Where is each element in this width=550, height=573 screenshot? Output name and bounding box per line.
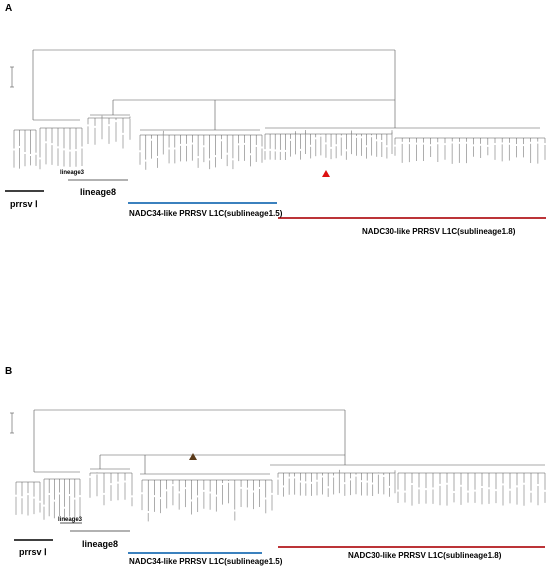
prrsv-label: prrsv Ⅰ: [10, 199, 38, 209]
nadc34-label: NADC34-like PRRSV L1C(sublineage1.5): [129, 209, 283, 218]
phylogenetic-tree-a: [5, 49, 546, 219]
nadc34-label: NADC34-like PRRSV L1C(sublineage1.5): [129, 557, 283, 566]
prrsv-label: prrsv Ⅰ: [19, 547, 47, 557]
panel-label: A: [5, 3, 13, 14]
marker-triangle: [322, 170, 330, 177]
panel-label: B: [5, 366, 13, 377]
nadc30-label: NADC30-like PRRSV L1C(sublineage1.8): [362, 227, 516, 236]
phylogenetic-tree-b: [10, 409, 546, 554]
nadc30-label: NADC30-like PRRSV L1C(sublineage1.8): [348, 551, 502, 560]
panel-b: B lineage3 prrsv Ⅰ lineage8 NADC34-like …: [0, 287, 550, 573]
lineage3-label: lineage3: [60, 170, 85, 176]
lineage8-label: lineage8: [80, 187, 117, 197]
panel-a: A lineage3 prrsv Ⅰ lineage8 NADC34-like …: [0, 0, 550, 286]
lineage3-label: lineage3: [58, 517, 83, 523]
lineage8-label: lineage8: [82, 539, 119, 549]
marker-triangle: [189, 453, 197, 460]
